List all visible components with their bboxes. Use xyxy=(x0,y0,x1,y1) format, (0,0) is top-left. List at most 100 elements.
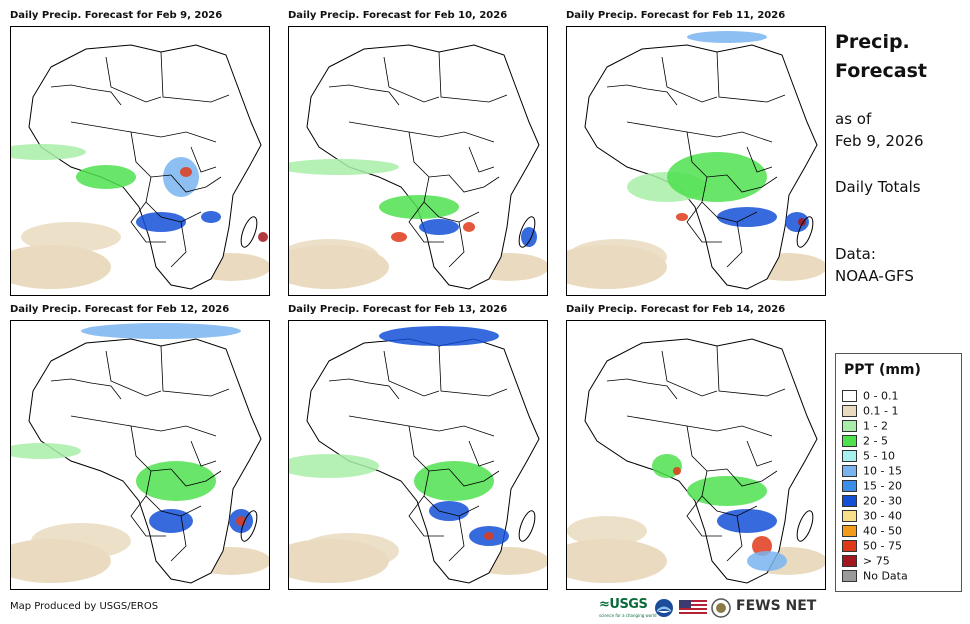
legend-item: > 75 xyxy=(842,554,890,568)
precip-map xyxy=(288,320,548,590)
country-border xyxy=(626,415,773,437)
precip-area xyxy=(379,326,499,346)
precip-area xyxy=(717,509,777,533)
legend-swatch xyxy=(842,405,857,417)
madagascar-outline xyxy=(796,216,814,248)
precip-map xyxy=(566,26,826,296)
panel-title: Daily Precip. Forecast for Feb 11, 2026 xyxy=(566,10,786,21)
legend-item: 40 - 50 xyxy=(842,524,902,538)
country-border xyxy=(105,350,162,397)
country-border xyxy=(170,515,187,562)
legend-item: 2 - 5 xyxy=(842,434,888,448)
country-border xyxy=(50,378,122,400)
country-border xyxy=(448,174,500,193)
usgs-tagline: science for a changing world xyxy=(599,613,657,618)
country-border xyxy=(328,84,400,106)
precip-area xyxy=(136,461,216,501)
precip-area xyxy=(163,157,199,197)
dry-ocean-area xyxy=(11,245,111,289)
country-border xyxy=(423,176,480,223)
precip-area xyxy=(667,152,767,202)
africa-outline xyxy=(28,44,262,290)
precip-map xyxy=(288,26,548,296)
state-seal-icon xyxy=(711,598,731,618)
country-border xyxy=(160,51,230,103)
country-border xyxy=(170,174,222,193)
legend-label: 0 - 0.1 xyxy=(863,389,899,403)
legend-label: 15 - 20 xyxy=(863,479,902,493)
precip-area xyxy=(391,232,407,242)
country-border xyxy=(70,121,217,143)
logo-strip: ≈USGS science for a changing world FEWS … xyxy=(597,597,837,619)
legend-item: 30 - 40 xyxy=(842,509,902,523)
country-border xyxy=(438,345,508,397)
country-border xyxy=(170,221,187,268)
sidebar-title-line2: Forecast xyxy=(835,60,927,82)
precip-area xyxy=(747,551,787,571)
precip-area xyxy=(484,532,494,540)
country-border xyxy=(130,201,166,243)
legend-item: No Data xyxy=(842,569,908,583)
legend-swatch xyxy=(842,420,857,432)
country-border xyxy=(448,515,465,562)
us-flag-icon xyxy=(679,600,707,616)
precip-area xyxy=(149,509,193,533)
africa-map-svg xyxy=(11,44,269,290)
country-border xyxy=(626,121,773,143)
data-source-label: Data: xyxy=(835,245,876,263)
noaa-logo-icon xyxy=(655,599,673,617)
legend-label: 0.1 - 1 xyxy=(863,404,899,418)
africa-map-svg xyxy=(289,326,547,584)
precip-area xyxy=(798,218,806,226)
country-border xyxy=(661,56,718,103)
precip-area xyxy=(463,222,475,232)
precip-area xyxy=(11,144,86,160)
panel-title: Daily Precip. Forecast for Feb 12, 2026 xyxy=(10,304,230,315)
madagascar-outline xyxy=(796,510,814,542)
precip-area xyxy=(136,212,186,232)
madagascar-outline xyxy=(240,216,258,248)
country-border xyxy=(716,51,786,103)
legend-swatch xyxy=(842,465,857,477)
map-credit: Map Produced by USGS/EROS xyxy=(10,601,159,612)
madagascar-outline xyxy=(240,510,258,542)
country-border xyxy=(701,470,758,517)
precip-area xyxy=(429,501,469,521)
as-of-label: as of xyxy=(835,110,872,128)
as-of-date: as of Feb 9, 2026 xyxy=(835,108,960,152)
sidebar-title-line1: Precip. xyxy=(835,31,910,53)
country-border xyxy=(408,131,450,178)
country-border xyxy=(348,415,495,437)
legend-label: 2 - 5 xyxy=(863,434,888,448)
africa-map-svg xyxy=(567,338,825,584)
precip-area xyxy=(687,31,767,43)
country-border xyxy=(701,176,758,223)
legend-label: No Data xyxy=(863,569,908,583)
country-border xyxy=(686,495,722,537)
data-source-value: NOAA-GFS xyxy=(835,267,914,285)
madagascar-outline xyxy=(518,216,536,248)
country-border xyxy=(468,146,495,173)
country-border xyxy=(408,201,444,243)
precip-area xyxy=(414,461,494,501)
country-border xyxy=(105,56,162,103)
legend-label: 30 - 40 xyxy=(863,509,902,523)
country-border xyxy=(408,425,450,472)
country-border xyxy=(190,146,217,173)
panel-title: Daily Precip. Forecast for Feb 9, 2026 xyxy=(10,10,223,21)
country-border xyxy=(726,515,743,562)
precip-map xyxy=(566,320,826,590)
legend-item: 0 - 0.1 xyxy=(842,389,898,403)
fews-net-logo: FEWS NET xyxy=(736,598,817,614)
precip-area xyxy=(258,232,268,242)
precip-map xyxy=(10,26,270,296)
precip-area xyxy=(676,213,688,221)
country-border xyxy=(726,174,778,193)
country-border xyxy=(686,201,722,243)
precip-area xyxy=(31,523,131,559)
legend-swatch xyxy=(842,570,857,582)
country-border xyxy=(130,131,172,178)
country-border xyxy=(328,378,400,400)
as-of-value: Feb 9, 2026 xyxy=(835,132,924,150)
precip-area xyxy=(567,239,667,275)
